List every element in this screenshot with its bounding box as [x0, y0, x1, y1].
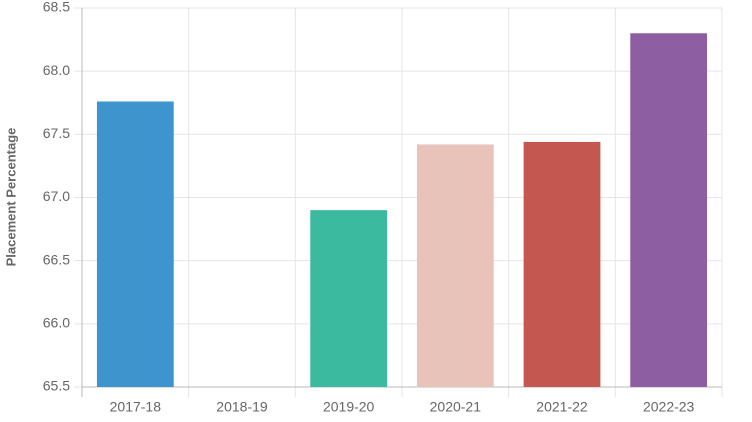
y-tick-label: 68.5 — [43, 0, 70, 15]
y-tick-label: 67.0 — [43, 188, 70, 204]
y-tick-label: 66.0 — [43, 315, 70, 331]
x-tick-label: 2019-20 — [323, 399, 375, 415]
bar — [630, 33, 708, 388]
y-tick-label: 68.0 — [43, 62, 70, 78]
x-tick-label: 2020-21 — [430, 399, 482, 415]
bar — [523, 141, 601, 387]
bar — [310, 210, 388, 387]
x-tick-label: 2021-22 — [536, 399, 588, 415]
bar — [416, 144, 494, 387]
x-tick-label: 2017-18 — [110, 399, 162, 415]
y-axis-label: Placement Percentage — [3, 128, 18, 267]
x-tick-label: 2018-19 — [216, 399, 268, 415]
y-tick-label: 65.5 — [43, 378, 70, 394]
y-tick-label: 67.5 — [43, 125, 70, 141]
x-tick-label: 2022-23 — [643, 399, 695, 415]
y-tick-label: 66.5 — [43, 251, 70, 267]
bar — [96, 101, 174, 387]
